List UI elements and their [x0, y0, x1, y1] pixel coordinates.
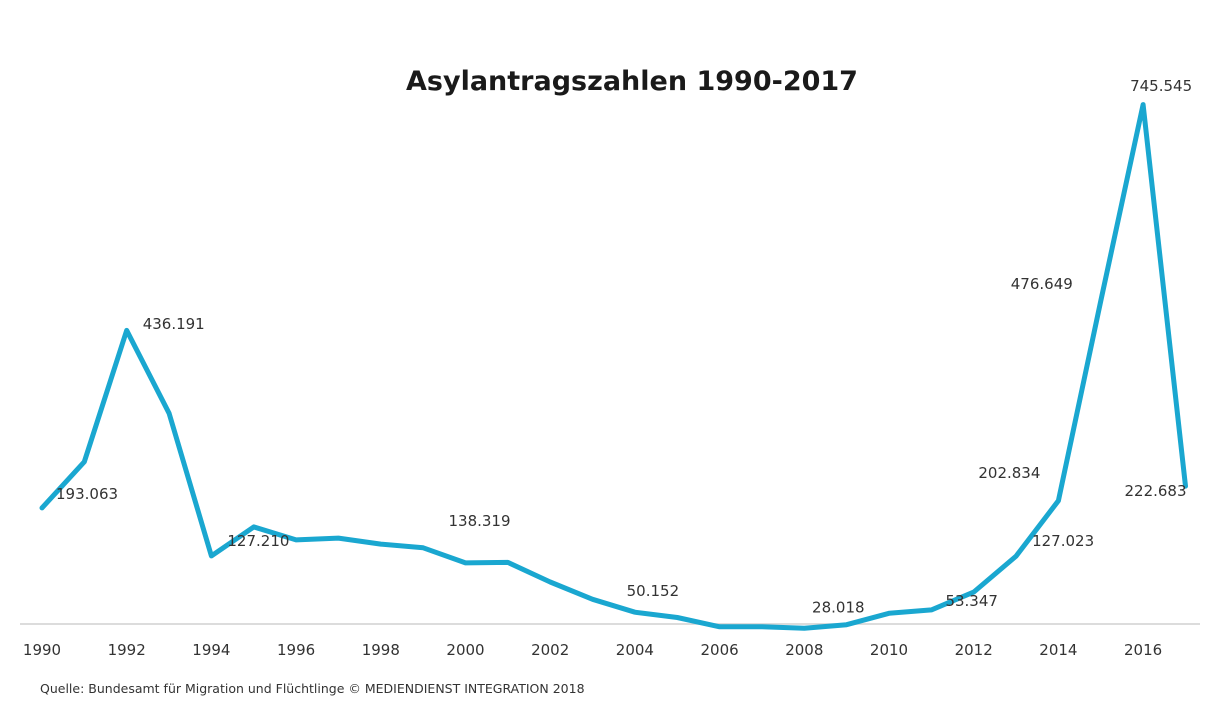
data-labels: 193.063 436.191 127.210 138.319 50.152 28.018…: [56, 77, 1192, 616]
source-note: Quelle: Bundesamt für Migration und Flüc…: [40, 681, 585, 696]
x-tick-label: 2000: [446, 641, 484, 659]
data-label: 193.063: [56, 485, 118, 503]
data-label: 476.649: [1011, 275, 1073, 293]
x-tick-label: 2016: [1124, 641, 1162, 659]
x-tick-label: 1990: [23, 641, 61, 659]
x-tick-label: 2004: [616, 641, 654, 659]
series-line: [39, 102, 1188, 631]
x-tick-label: 2012: [955, 641, 993, 659]
data-label: 202.834: [978, 464, 1040, 482]
data-label: 53.347: [945, 592, 998, 610]
data-label: 138.319: [448, 512, 510, 530]
x-tick-label: 1994: [192, 641, 230, 659]
data-label: 745.545: [1130, 77, 1192, 95]
data-label: 28.018: [812, 598, 865, 616]
x-tick-label: 2006: [701, 641, 739, 659]
x-tick-label: 2008: [785, 641, 823, 659]
x-axis-ticks: 1990 1992 1994 1996 1998 2000 2002 2004 2006 2008…: [23, 641, 1162, 659]
x-tick-label: 1992: [108, 641, 146, 659]
x-tick-label: 1996: [277, 641, 315, 659]
x-tick-label: 2002: [531, 641, 569, 659]
data-label: 127.210: [227, 532, 289, 550]
data-label: 436.191: [143, 315, 205, 333]
x-tick-label: 2010: [870, 641, 908, 659]
x-tick-label: 1998: [362, 641, 400, 659]
data-label: 50.152: [627, 582, 680, 600]
data-label: 127.023: [1032, 532, 1094, 550]
data-label: 222.683: [1124, 482, 1186, 500]
chart-title: Asylantragszahlen 1990-2017: [406, 66, 858, 97]
x-tick-label: 2014: [1039, 641, 1077, 659]
